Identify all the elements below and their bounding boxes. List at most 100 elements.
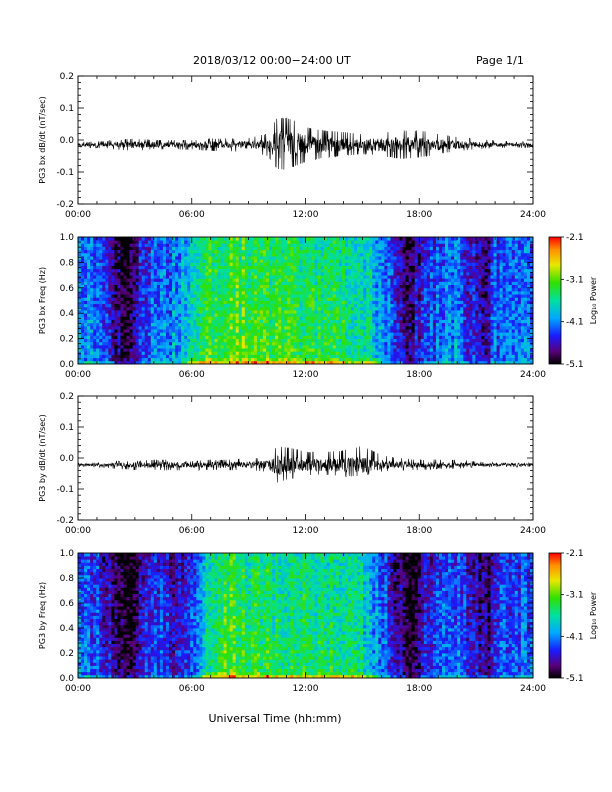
- heatmap-cell: [423, 316, 428, 320]
- heatmap-cell: [190, 322, 194, 327]
- heatmap-cell: [141, 316, 146, 320]
- heatmap-cell: [405, 316, 410, 320]
- heatmap-cell: [256, 357, 261, 362]
- heatmap-cell: [378, 237, 382, 241]
- heatmap-cell: [414, 252, 419, 257]
- heatmap-cell: [220, 313, 224, 317]
- heatmap-cell: [411, 252, 416, 257]
- heatmap-cell: [217, 316, 221, 320]
- heatmap-cell: [317, 278, 322, 282]
- heatmap-cell: [296, 325, 300, 330]
- heatmap-cell: [117, 240, 121, 244]
- heatmap-cell: [108, 252, 112, 257]
- heatmap-cell: [438, 354, 443, 359]
- heatmap-cell: [351, 357, 355, 362]
- heatmap-cell: [178, 341, 182, 346]
- heatmap-cell: [159, 249, 164, 254]
- heatmap-cell: [241, 294, 246, 298]
- heatmap-cell: [141, 268, 146, 273]
- heatmap-cell: [93, 252, 97, 257]
- heatmap-cell: [314, 329, 319, 333]
- heatmap-cell: [269, 316, 273, 320]
- heatmap-cell: [296, 284, 300, 289]
- heatmap-cell: [235, 360, 240, 365]
- heatmap-cell: [150, 344, 155, 349]
- heatmap-cell: [323, 341, 328, 346]
- heatmap-cell: [284, 281, 288, 286]
- heatmap-cell: [302, 259, 306, 263]
- heatmap-cell: [290, 246, 294, 251]
- heatmap-cell: [235, 300, 240, 305]
- heatmap-cell: [175, 271, 179, 276]
- heatmap-cell: [432, 338, 437, 343]
- heatmap-cell: [141, 240, 146, 244]
- heatmap-cell: [426, 243, 431, 247]
- heatmap-cell: [93, 284, 97, 289]
- heatmap-cell: [132, 322, 137, 327]
- heatmap-cell: [235, 287, 240, 292]
- heatmap-cell: [281, 249, 285, 254]
- heatmap-cell: [269, 357, 273, 362]
- heatmap-cell: [438, 275, 443, 279]
- heatmap-cell: [411, 316, 416, 320]
- heatmap-cell: [414, 306, 419, 311]
- heatmap-cell: [363, 294, 367, 298]
- heatmap-cell: [287, 338, 291, 343]
- heatmap-cell: [326, 344, 331, 349]
- heatmap-cell: [305, 240, 309, 244]
- heatmap-cell: [299, 281, 303, 286]
- heatmap-cell: [256, 338, 261, 343]
- heatmap-cell: [445, 278, 449, 282]
- heatmap-cell: [296, 335, 300, 339]
- heatmap-cell: [123, 325, 127, 330]
- heatmap-cell: [169, 256, 173, 260]
- heatmap-cell: [432, 316, 437, 320]
- heatmap-cell: [378, 338, 382, 343]
- heatmap-cell: [314, 281, 319, 286]
- heatmap-cell: [114, 252, 118, 257]
- heatmap-cell: [202, 297, 206, 301]
- heatmap-cell: [144, 338, 149, 343]
- heatmap-cell: [384, 316, 388, 320]
- heatmap-cell: [266, 325, 270, 330]
- heatmap-cell: [81, 290, 85, 295]
- heatmap-cell: [293, 287, 297, 292]
- heatmap-cell: [311, 316, 315, 320]
- heatmap-cell: [347, 310, 352, 314]
- heatmap-cell: [311, 322, 315, 327]
- heatmap-cell: [111, 316, 115, 320]
- heatmap-cell: [278, 303, 282, 308]
- heatmap-cell: [96, 268, 100, 273]
- heatmap-cell: [244, 252, 249, 257]
- heatmap-cell: [317, 240, 322, 244]
- heatmap-cell: [256, 322, 261, 327]
- heatmap-cell: [357, 319, 361, 324]
- heatmap-cell: [135, 360, 140, 365]
- heatmap-cell: [299, 252, 303, 257]
- heatmap-cell: [360, 237, 364, 241]
- heatmap-cell: [435, 313, 440, 317]
- heatmap-cell: [226, 338, 231, 343]
- heatmap-cell: [99, 268, 103, 273]
- heatmap-cell: [102, 332, 106, 336]
- heatmap-cell: [126, 300, 130, 305]
- heatmap-cell: [378, 252, 382, 257]
- heatmap-cell: [126, 357, 130, 362]
- heatmap-cell: [90, 240, 94, 244]
- heatmap-cell: [290, 306, 294, 311]
- heatmap-cell: [78, 284, 82, 289]
- heatmap-cell: [272, 344, 276, 349]
- heatmap-cell: [220, 351, 224, 355]
- heatmap-cell: [317, 256, 322, 260]
- heatmap-cell: [250, 256, 255, 260]
- heatmap-cell: [429, 351, 434, 355]
- heatmap-cell: [332, 290, 337, 295]
- heatmap-cell: [250, 297, 255, 301]
- heatmap-cell: [144, 284, 149, 289]
- heatmap-cell: [305, 262, 309, 266]
- heatmap-cell: [190, 344, 194, 349]
- heatmap-cell: [247, 348, 252, 352]
- heatmap-cell: [360, 271, 364, 276]
- heatmap-cell: [123, 313, 127, 317]
- heatmap-cell: [435, 325, 440, 330]
